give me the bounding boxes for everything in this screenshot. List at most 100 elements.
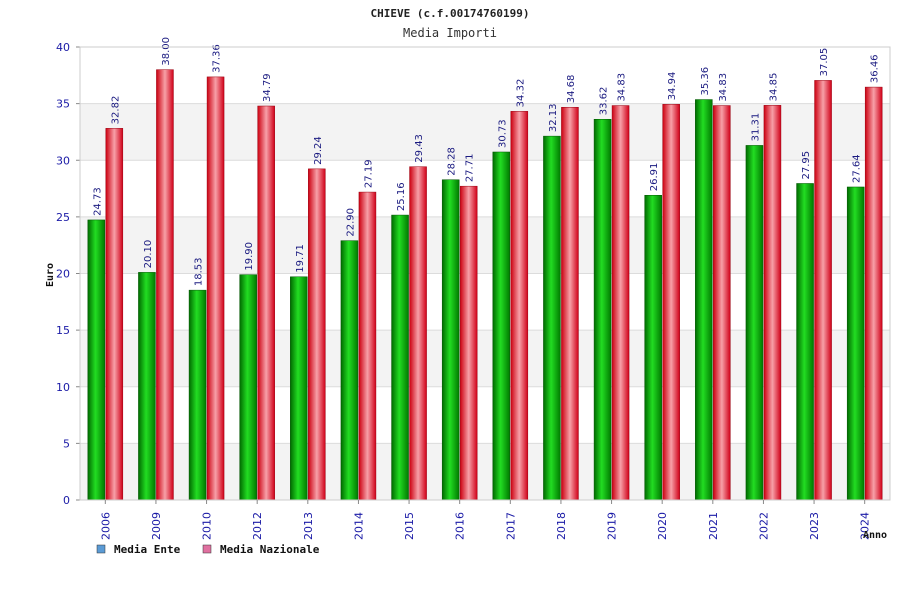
legend-swatch-media-nazionale (202, 544, 212, 554)
value-label: 37.05 (819, 48, 830, 77)
y-axis-label: Euro (45, 263, 56, 287)
bar-media-ente-2018 (543, 135, 561, 501)
x-tick-label: 2021 (707, 512, 720, 540)
value-label: 31.31 (750, 113, 761, 142)
bar-media-nazionale-2014 (358, 191, 377, 501)
value-label: 27.71 (465, 154, 476, 183)
value-label: 34.94 (667, 72, 678, 101)
bar-media-nazionale-2021 (713, 105, 731, 501)
bar-media-ente-2023 (796, 183, 814, 501)
legend: Media Ente Media Nazionale (96, 543, 320, 556)
value-label: 19.71 (295, 244, 306, 273)
value-label: 30.73 (497, 119, 508, 148)
bar-media-nazionale-2017 (510, 111, 529, 501)
value-label: 34.79 (262, 73, 273, 102)
x-tick-label: 2020 (656, 512, 669, 540)
y-tick-label: 40 (56, 41, 70, 54)
value-label: 34.68 (566, 75, 577, 104)
x-tick-label: 2019 (606, 512, 619, 540)
chart-title: CHIEVE (c.f.00174760199) (371, 7, 530, 20)
bar-media-ente-2021 (695, 99, 713, 501)
bar-media-nazionale-2015 (409, 166, 427, 501)
x-tick-label: 2018 (555, 512, 568, 540)
value-label: 20.10 (143, 240, 154, 269)
bar-media-nazionale-2012 (257, 105, 275, 501)
value-labels-group: 24.73 32.82 20.10 38.00 18.53 37.36 19.90 34.79… (92, 37, 880, 286)
x-tick-label: 2009 (150, 512, 163, 540)
x-axis-label: Anno (863, 530, 887, 541)
legend-label-media-nazionale: Media Nazionale (220, 543, 320, 556)
y-tick-label: 30 (56, 154, 70, 167)
bar-media-ente-2012 (239, 274, 257, 501)
bar-media-nazionale-2018 (561, 106, 579, 501)
bar-media-nazionale-2013 (308, 168, 326, 501)
bars-group (87, 69, 883, 501)
bar-media-nazionale-2016 (459, 185, 478, 501)
bar-media-nazionale-2009 (156, 69, 174, 501)
value-label: 36.46 (870, 54, 881, 83)
value-label: 29.43 (414, 134, 425, 163)
x-tick-label: 2022 (757, 512, 770, 540)
bar-media-ente-2017 (492, 151, 511, 501)
bar-media-nazionale-2020 (662, 104, 680, 501)
bar-media-ente-2013 (290, 276, 308, 501)
legend-label-media-ente: Media Ente (114, 543, 181, 556)
bar-media-nazionale-2024 (864, 86, 883, 501)
bar-media-ente-2006 (87, 219, 106, 501)
value-label: 32.13 (548, 103, 559, 132)
value-label: 29.24 (313, 136, 324, 165)
value-label: 24.73 (92, 187, 103, 216)
value-label: 18.53 (194, 258, 205, 287)
bar-media-ente-2014 (340, 240, 359, 501)
value-label: 34.32 (515, 79, 526, 108)
value-label: 27.64 (852, 154, 863, 183)
bar-media-nazionale-2023 (814, 80, 832, 501)
bar-media-ente-2015 (391, 214, 409, 501)
value-label: 19.90 (244, 242, 255, 271)
x-tick-label: 2015 (403, 512, 416, 540)
axes-group: 0 5 10 15 20 25 30 35 40 2006 2009 2010 2012 2013 2014… (56, 41, 891, 540)
y-tick-label: 15 (56, 324, 70, 337)
plot-frame (79, 46, 891, 501)
x-tick-label: 2012 (251, 512, 264, 540)
legend-swatch-media-ente (96, 544, 106, 554)
bar-media-nazionale-2006 (105, 128, 124, 501)
value-label: 32.82 (110, 96, 121, 125)
value-label: 37.36 (212, 44, 223, 73)
x-tick-label: 2017 (504, 512, 517, 540)
value-label: 25.16 (396, 182, 407, 211)
value-label: 34.83 (718, 73, 729, 102)
value-label: 22.90 (345, 208, 356, 237)
y-tick-label: 10 (56, 381, 70, 394)
value-label: 27.95 (801, 151, 812, 180)
y-tick-label: 0 (63, 494, 70, 507)
value-label: 28.28 (447, 147, 458, 176)
bar-media-ente-2020 (644, 194, 662, 501)
value-label: 35.36 (700, 67, 711, 96)
x-tick-label: 2016 (454, 512, 467, 540)
bar-media-ente-2022 (745, 145, 764, 501)
x-tick-label: 2014 (352, 512, 365, 540)
value-label: 34.83 (617, 73, 628, 102)
bar-media-nazionale-2010 (206, 76, 225, 501)
bar-media-ente-2019 (593, 119, 612, 501)
bar-media-nazionale-2019 (611, 105, 630, 501)
x-tick-label: 2013 (302, 512, 315, 540)
y-tick-label: 35 (56, 98, 70, 111)
x-tick-label: 2023 (808, 512, 821, 540)
x-tick-label: 2024 (859, 512, 872, 540)
bar-media-ente-2016 (441, 179, 460, 501)
bar-media-nazionale-2022 (763, 105, 782, 501)
y-tick-label: 5 (63, 437, 70, 450)
value-label: 26.91 (649, 163, 660, 192)
chart-subtitle: Media Importi (403, 26, 497, 40)
bar-media-ente-2009 (138, 272, 156, 501)
value-label: 38.00 (161, 37, 172, 66)
value-label: 33.62 (599, 87, 610, 116)
bar-media-ente-2024 (846, 186, 865, 501)
x-tick-label: 2010 (201, 512, 214, 540)
value-label: 27.19 (363, 159, 374, 188)
bar-media-ente-2010 (188, 289, 207, 501)
